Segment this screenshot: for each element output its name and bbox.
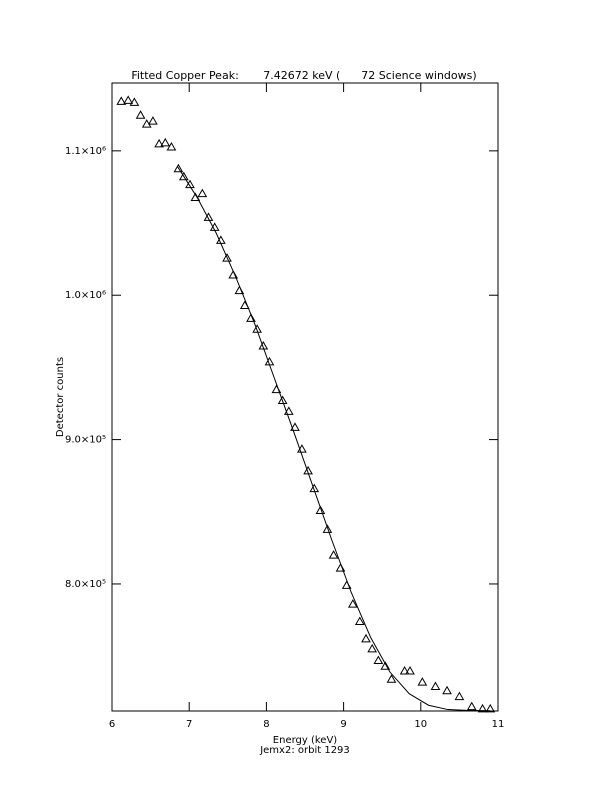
data-point xyxy=(283,406,294,415)
data-point xyxy=(405,666,415,675)
data-point xyxy=(430,681,441,690)
data-point xyxy=(322,524,333,533)
data-point xyxy=(373,655,384,664)
data-point xyxy=(290,422,300,431)
y-tick-label: 1.0×10⁶ xyxy=(65,290,106,301)
data-point xyxy=(197,188,208,198)
data-point xyxy=(154,138,164,148)
data-point xyxy=(315,505,326,514)
x-tick-label: 6 xyxy=(109,719,115,730)
data-point xyxy=(246,313,256,322)
data-point xyxy=(417,677,428,686)
data-point xyxy=(277,395,288,404)
x-tick-label: 9 xyxy=(340,719,346,730)
data-point xyxy=(367,643,378,653)
y-tick-label: 9.0×10⁵ xyxy=(65,435,106,446)
data-point xyxy=(466,701,477,711)
x-tick-label: 10 xyxy=(414,719,427,730)
plot-frame xyxy=(111,82,499,712)
data-point xyxy=(454,691,465,701)
data-point xyxy=(228,270,239,279)
data-point xyxy=(185,179,195,189)
x-axis-label: Energy (keV) xyxy=(273,735,338,746)
chart-title: Fitted Copper Peak: 7.42672 keV ( 72 Sci… xyxy=(131,69,476,82)
data-point xyxy=(386,674,397,683)
subtitle: Jemx2: orbit 1293 xyxy=(259,745,350,756)
data-point xyxy=(252,324,262,333)
fit-line xyxy=(177,166,491,712)
data-point xyxy=(166,141,177,151)
data-point xyxy=(399,666,410,675)
y-tick-label: 1.1×10⁶ xyxy=(65,146,106,157)
data-point xyxy=(123,95,134,104)
data-point xyxy=(203,212,214,221)
x-tick-label: 8 xyxy=(263,719,269,730)
data-point xyxy=(348,599,358,608)
y-tick-label: 8.0×10⁵ xyxy=(65,579,106,590)
data-point xyxy=(442,685,452,695)
data-point xyxy=(135,110,146,119)
data-point xyxy=(129,97,140,106)
data-point xyxy=(328,550,339,559)
x-tick-label: 7 xyxy=(186,719,192,730)
data-point xyxy=(222,253,232,262)
data-point xyxy=(178,171,189,181)
y-axis-label: Detector counts xyxy=(55,357,66,437)
data-point xyxy=(380,661,391,670)
data-point xyxy=(361,633,371,643)
data-point xyxy=(160,137,171,147)
data-point xyxy=(354,616,365,625)
data-point xyxy=(477,703,488,713)
x-tick-label: 11 xyxy=(492,719,505,730)
data-point xyxy=(148,116,158,125)
data-point xyxy=(173,163,184,173)
data-point xyxy=(116,96,127,105)
data-point xyxy=(485,703,496,713)
